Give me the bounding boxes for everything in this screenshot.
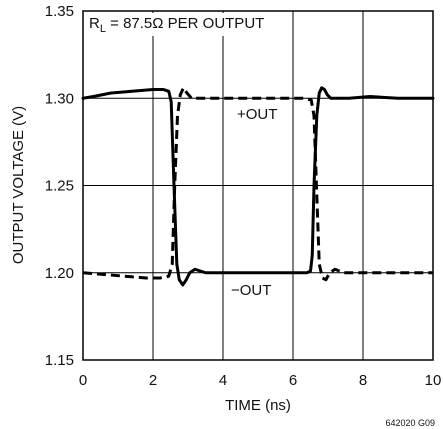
y-tick-labels: 1.15 1.20 1.25 1.30 1.35	[45, 3, 74, 369]
x-tick-labels: 0 2 4 6 8 10	[79, 372, 442, 389]
y-axis-label: OUTPUT VOLTAGE (V)	[10, 106, 27, 264]
condition-subscript-text: L	[100, 23, 106, 35]
x-tick-label: 4	[219, 372, 227, 389]
plus-out-label: +OUT	[237, 106, 277, 123]
x-tick-label: 6	[289, 372, 297, 389]
x-tick-label: 8	[359, 372, 367, 389]
minus-out-label: −OUT	[231, 282, 271, 299]
x-axis-label: TIME (ns)	[225, 397, 291, 414]
y-tick-label: 1.20	[45, 265, 74, 282]
dashed-output-line	[82, 86, 433, 282]
condition-rest-text: = 87.5Ω PER OUTPUT	[106, 15, 264, 32]
figure-code: 642020 G09	[385, 418, 435, 428]
minus-out-label-background	[230, 278, 276, 300]
condition-label: RL = 87.5Ω PER OUTPUT	[89, 15, 264, 35]
y-tick-label: 1.15	[45, 352, 74, 369]
series-layer	[81, 86, 435, 287]
x-tick-label: 2	[149, 372, 157, 389]
solid-output-line	[81, 86, 435, 287]
grid	[83, 11, 433, 360]
x-tick-label: 0	[79, 372, 87, 389]
y-tick-label: 1.30	[45, 90, 74, 107]
condition-label-background	[87, 13, 282, 36]
condition-main-text: R	[89, 15, 100, 32]
x-tick-label: 10	[425, 372, 442, 389]
y-tick-label: 1.35	[45, 3, 74, 20]
y-tick-label: 1.25	[45, 178, 74, 195]
plot-frame	[82, 10, 434, 361]
plus-out-label-background	[236, 102, 283, 124]
